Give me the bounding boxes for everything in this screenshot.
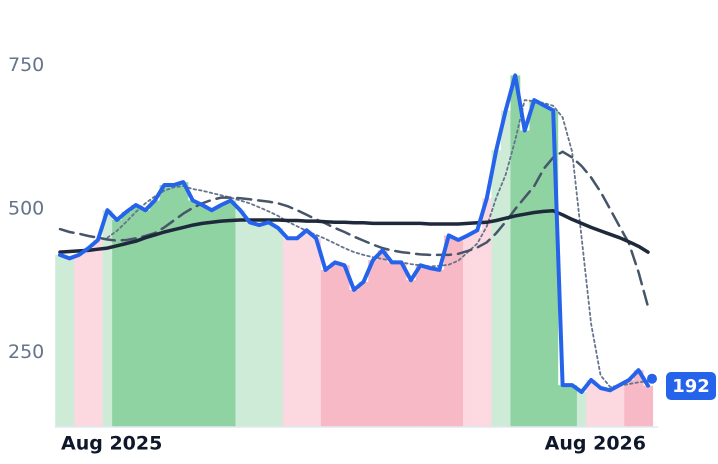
region-bar [140, 210, 151, 427]
y-tick-label: 250 [8, 341, 44, 363]
region-bar [519, 130, 530, 427]
y-tick-label: 750 [8, 54, 44, 76]
badge-label: 192 [672, 376, 710, 397]
region-bar [510, 75, 521, 428]
region-bar [567, 385, 578, 427]
region-bar [453, 240, 464, 427]
region-bar [74, 254, 85, 427]
region-bar [444, 235, 454, 427]
region-bar [643, 385, 654, 427]
region-bar [501, 110, 511, 427]
value-badge: 192 [666, 372, 716, 400]
region-bar [624, 379, 635, 427]
region-bar [235, 210, 246, 427]
region-bar [368, 260, 379, 427]
region-bar [425, 268, 435, 427]
region-bar [83, 248, 94, 427]
series-line [58, 209, 650, 254]
region-bar [102, 210, 113, 427]
region-bar [244, 222, 255, 427]
region-bar [387, 262, 397, 427]
region-bar [188, 200, 198, 427]
region-bar [557, 385, 568, 427]
region-bar [131, 205, 141, 427]
last-point [647, 373, 657, 384]
region-bar [197, 205, 208, 427]
region-bar [282, 238, 293, 427]
region-bar [64, 258, 75, 427]
region-bar [529, 100, 540, 428]
x-tick-label: Aug 2025 [61, 433, 162, 455]
region-bar [614, 385, 625, 427]
region-bar [311, 238, 322, 427]
region-bar [207, 210, 217, 427]
region-bar [263, 222, 274, 427]
region-bar [595, 388, 606, 427]
region-bar [301, 230, 312, 427]
region-bar [406, 280, 416, 427]
region-bar [150, 200, 160, 427]
region-bar [472, 230, 483, 427]
region-bar [415, 265, 426, 427]
region-bar [434, 269, 445, 427]
region-bar [93, 240, 103, 427]
region-bar [491, 149, 502, 427]
region-bar [330, 262, 341, 427]
series-line [58, 73, 650, 394]
region-bar [112, 219, 122, 427]
y-tick-label: 500 [8, 198, 44, 220]
region-bar [463, 235, 473, 427]
region-bar [121, 211, 132, 427]
region-bar [586, 379, 597, 427]
region-bar [225, 200, 236, 427]
region-bar [292, 238, 303, 427]
region-bar [320, 269, 331, 427]
region-bar [169, 184, 179, 427]
x-tick-label: Aug 2026 [545, 433, 646, 455]
region-bar [548, 110, 559, 427]
badge-bg [666, 372, 716, 400]
region-bar [254, 225, 265, 427]
region-bar [55, 254, 66, 427]
region-bar [538, 105, 549, 427]
region-bar [358, 281, 369, 427]
region-bar [396, 262, 407, 427]
region-bar [349, 289, 360, 427]
region-bar [178, 182, 189, 427]
region-bar [339, 265, 350, 427]
region-bar [482, 198, 492, 427]
region-bar [605, 390, 616, 427]
series-line [58, 150, 650, 308]
region-bar [273, 227, 284, 427]
region-bar [633, 370, 644, 427]
region-bar [159, 184, 170, 427]
region-bar [576, 392, 587, 427]
region-bar [216, 205, 227, 427]
region-bar [377, 250, 388, 427]
